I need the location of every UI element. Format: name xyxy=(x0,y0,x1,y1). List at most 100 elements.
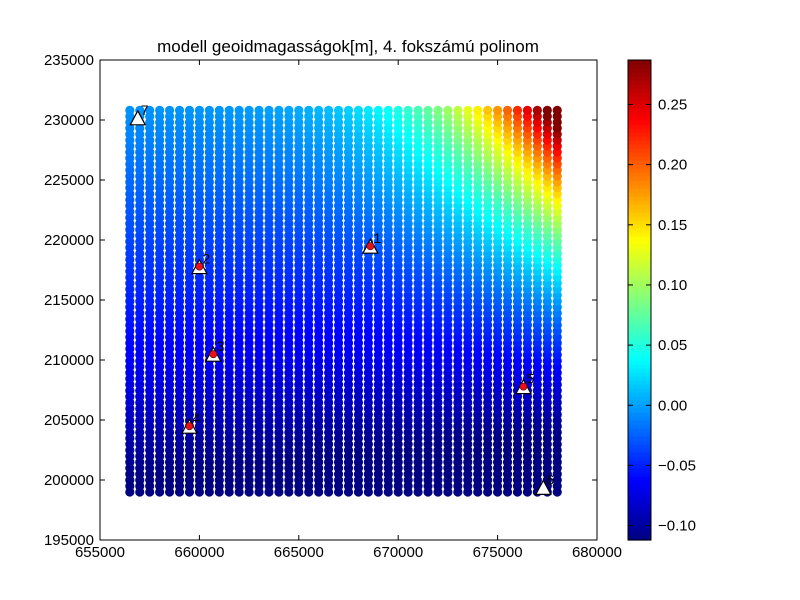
y-tick-label: 205000 xyxy=(44,412,94,429)
colorbar-strip xyxy=(628,208,651,213)
model-grid-point xyxy=(155,105,165,115)
station-3: 3 xyxy=(204,338,224,362)
model-grid-point xyxy=(184,105,195,115)
colorbar-tick-label: 0.20 xyxy=(658,157,687,174)
colorbar-strip xyxy=(628,468,651,473)
colorbar-strip xyxy=(628,488,651,493)
colorbar-strip xyxy=(628,272,651,277)
colorbar-strip xyxy=(628,216,651,221)
station-triangle-marker xyxy=(129,109,147,126)
colorbar-tick-label: 0.15 xyxy=(658,217,687,234)
colorbar-strip xyxy=(628,508,651,513)
colorbar-strip xyxy=(628,416,651,421)
colorbar-strip xyxy=(628,452,651,457)
colorbar-strip xyxy=(628,332,651,337)
colorbar-tick-label: −0.10 xyxy=(658,518,696,535)
model-grid-point xyxy=(145,105,155,115)
colorbar-strip xyxy=(628,444,651,449)
station-2: 2 xyxy=(190,251,210,275)
colorbar-strip xyxy=(628,436,651,441)
stations: 1 2 3 4 5 6 7 xyxy=(129,102,554,495)
colorbar-strip xyxy=(628,384,651,389)
model-grid-point xyxy=(174,105,185,115)
colorbar-strip xyxy=(628,128,651,133)
model-grid-point xyxy=(363,105,373,115)
colorbar-strip xyxy=(628,336,651,341)
colorbar-strip xyxy=(628,248,651,253)
colorbar-strip xyxy=(628,348,651,353)
model-grid-point xyxy=(234,105,244,115)
colorbar-strip xyxy=(628,356,651,361)
colorbar-strip xyxy=(628,400,651,405)
station-4: 4 xyxy=(180,410,200,434)
model-grid-point xyxy=(164,105,175,115)
colorbar-strip xyxy=(628,68,651,73)
colorbar-strip xyxy=(628,244,651,249)
y-tick-label: 220000 xyxy=(44,232,94,249)
colorbar-strip xyxy=(628,328,651,333)
colorbar-strip xyxy=(628,460,651,465)
colorbar-strip xyxy=(628,464,651,469)
colorbar-strip xyxy=(628,320,651,325)
station-label: 5 xyxy=(526,371,534,387)
fit-point-marker xyxy=(185,422,194,431)
colorbar-strip xyxy=(628,440,651,445)
colorbar-strip xyxy=(628,344,651,349)
colorbar-strip xyxy=(628,312,651,317)
station-1: 1 xyxy=(361,230,381,254)
colorbar-strip xyxy=(628,196,651,201)
colorbar-strip xyxy=(628,476,651,481)
colorbar-strip xyxy=(628,88,651,93)
plot-area: 1 2 3 4 5 6 7 xyxy=(99,59,598,541)
model-grid-point xyxy=(463,105,473,115)
colorbar-strip xyxy=(628,116,651,121)
colorbar-strip xyxy=(628,144,651,149)
model-grid-point xyxy=(224,105,234,115)
colorbar-strip xyxy=(628,504,651,509)
colorbar-strip xyxy=(628,364,651,369)
colorbar-strip xyxy=(628,480,651,485)
model-grid-point xyxy=(512,105,523,115)
colorbar-strip xyxy=(628,136,651,141)
model-grid-point xyxy=(353,105,364,115)
colorbar-strip xyxy=(628,316,651,321)
model-grid-point xyxy=(522,105,533,115)
colorbar-strip xyxy=(628,164,651,169)
y-tick-label: 200000 xyxy=(44,472,94,489)
colorbar-strip xyxy=(628,368,651,373)
model-grid-point xyxy=(194,105,204,115)
colorbar-strip xyxy=(628,224,651,229)
y-tick-label: 215000 xyxy=(44,292,94,309)
model-grid-point xyxy=(502,105,513,115)
colorbar-strip xyxy=(628,212,651,217)
chart-title: modell geoidmagasságok[m], 4. fokszámú p… xyxy=(157,37,539,56)
colorbar-strip xyxy=(628,160,651,165)
y-tick-label: 225000 xyxy=(44,172,94,189)
colorbar-strip xyxy=(628,500,651,505)
model-grid-point xyxy=(274,105,284,115)
model-grid-point xyxy=(403,105,413,115)
model-grid-point xyxy=(314,105,324,115)
colorbar-strip xyxy=(628,156,651,161)
colorbar-strip xyxy=(628,268,651,273)
colorbar-strip xyxy=(628,392,651,397)
model-grid-point xyxy=(443,105,453,115)
colorbar-strip xyxy=(628,528,651,533)
colorbar-strip xyxy=(628,152,651,157)
colorbar-strip xyxy=(628,512,651,517)
colorbar-strip xyxy=(628,72,651,77)
station-6: 6 xyxy=(534,471,554,495)
colorbar-strip xyxy=(628,184,651,189)
model-grid-point xyxy=(214,105,224,115)
model-grid-point xyxy=(413,105,423,115)
colorbar-tick-label: 0.05 xyxy=(658,337,687,354)
model-grid-point xyxy=(423,105,433,115)
colorbar-strip xyxy=(628,360,651,365)
station-triangle-marker xyxy=(534,479,552,495)
colorbar-strip xyxy=(628,520,651,525)
colorbar-strip xyxy=(628,352,651,357)
model-grid-point xyxy=(433,105,443,115)
model-grid-point xyxy=(264,105,274,115)
colorbar-strip xyxy=(628,424,651,429)
